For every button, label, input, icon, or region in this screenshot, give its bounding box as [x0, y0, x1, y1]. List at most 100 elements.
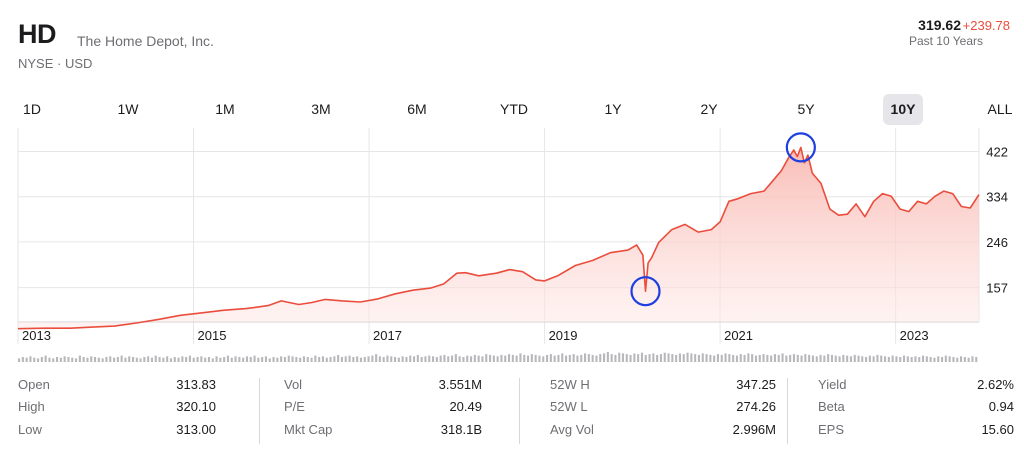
- volume-bar: [416, 354, 419, 362]
- volume-bar: [200, 356, 203, 362]
- tab-2y[interactable]: 2Y: [700, 101, 718, 117]
- volume-bar: [272, 357, 275, 362]
- volume-bar: [644, 354, 647, 362]
- volume-bar: [443, 354, 446, 362]
- volume-bar: [956, 357, 959, 362]
- volume-bar: [610, 354, 613, 362]
- volume-bar: [21, 357, 24, 362]
- volume-bar: [458, 356, 461, 362]
- volume-bar: [511, 354, 514, 362]
- tab-6m[interactable]: 6M: [407, 101, 427, 117]
- volume-bar: [375, 354, 378, 362]
- volume-bar: [188, 355, 191, 362]
- volume-bar: [314, 355, 317, 362]
- volume-bar: [830, 354, 833, 362]
- volume-bar: [86, 357, 89, 362]
- volume-bar: [766, 354, 769, 362]
- volume-bar: [371, 355, 374, 362]
- volume-bar: [496, 356, 499, 362]
- volume-bar: [576, 355, 579, 362]
- volume-bar: [720, 354, 723, 362]
- volume-bar: [944, 355, 947, 362]
- volume-bar: [565, 355, 568, 362]
- tab-5y[interactable]: 5Y: [797, 101, 815, 117]
- stat-pe: P/E 20.49: [284, 396, 482, 418]
- ticker-symbol: HD: [18, 19, 57, 49]
- volume-bar: [25, 357, 28, 362]
- stat-label: P/E: [284, 399, 305, 414]
- x-tick-label: 2023: [900, 328, 929, 343]
- x-axis: 2013 2015 2017 2019 2021 2023: [22, 328, 929, 343]
- x-tick-label: 2021: [724, 328, 753, 343]
- annotation-circle-crash-low: [630, 276, 661, 307]
- volume-bar: [743, 354, 746, 362]
- volume-bar: [716, 354, 719, 362]
- volume-bar: [492, 355, 495, 362]
- volume-bar: [268, 358, 271, 362]
- volume-bar: [861, 356, 864, 362]
- volume-bar: [747, 353, 750, 362]
- volume-bar: [287, 355, 290, 362]
- stat-label: Mkt Cap: [284, 422, 333, 437]
- stat-label: Open: [18, 377, 50, 392]
- volume-bar: [310, 357, 313, 362]
- stats-column-fundamentals: Yield 2.62% Beta 0.94 EPS 15.60: [818, 372, 1014, 448]
- volume-bar: [299, 357, 302, 362]
- y-tick-label: 422: [986, 145, 1008, 160]
- volume-bar: [925, 356, 928, 362]
- volume-bar: [173, 357, 176, 362]
- volume-bar: [470, 356, 473, 362]
- volume-bar: [325, 357, 328, 362]
- volume-bar: [834, 355, 837, 362]
- volume-bar: [397, 357, 400, 362]
- stat-low: Low 313.00: [18, 419, 216, 441]
- tab-ytd[interactable]: YTD: [500, 101, 528, 117]
- volume-bar: [705, 354, 708, 362]
- volume-bar: [435, 357, 438, 362]
- tab-1d[interactable]: 1D: [23, 101, 41, 117]
- stat-mkt-cap: Mkt Cap 318.1B: [284, 419, 482, 441]
- volume-bar: [587, 354, 590, 362]
- volume-bar: [530, 354, 533, 362]
- volume-bar: [230, 357, 233, 362]
- volume-bar: [800, 355, 803, 362]
- price-chart[interactable]: 422 334 246 157 2013 2015 2017 2019 2021 2023: [0, 128, 1024, 368]
- exchange-currency: NYSE · USD: [18, 56, 93, 71]
- volume-bar: [124, 357, 127, 362]
- volume-bar: [318, 357, 321, 362]
- volume-bar: [454, 354, 457, 362]
- volume-bar: [735, 355, 738, 362]
- tab-1y[interactable]: 1Y: [604, 101, 622, 117]
- stats-panel: Open 313.83 High 320.10 Low 313.00 Vol 3…: [0, 372, 1024, 448]
- volume-bar: [344, 356, 347, 362]
- volume-bar: [629, 354, 632, 362]
- tab-3m[interactable]: 3M: [311, 101, 331, 117]
- volume-bar: [466, 355, 469, 362]
- change-period: Past 10 Years: [908, 34, 983, 48]
- stats-column-range: 52W H 347.25 52W L 274.26 Avg Vol 2.996M: [550, 372, 776, 448]
- tab-all[interactable]: ALL: [987, 101, 1013, 117]
- volume-bar: [713, 355, 716, 362]
- volume-bar: [382, 357, 385, 362]
- tab-1m[interactable]: 1M: [215, 101, 235, 117]
- volume-bar: [515, 355, 518, 362]
- tab-1w[interactable]: 1W: [117, 101, 139, 117]
- volume-bar: [59, 357, 62, 362]
- stat-open: Open 313.83: [18, 374, 216, 396]
- stat-vol: Vol 3.551M: [284, 374, 482, 396]
- volume-bar: [804, 354, 807, 362]
- volume-bar: [67, 357, 70, 362]
- volume-bar: [401, 356, 404, 362]
- volume-bar: [603, 353, 606, 362]
- stat-value: 2.62%: [977, 377, 1014, 392]
- volume-bar: [914, 356, 917, 362]
- volume-bar: [929, 357, 932, 362]
- company-name: The Home Depot, Inc.: [77, 33, 214, 49]
- volume-bar: [204, 357, 207, 362]
- tab-10y[interactable]: 10Y: [883, 94, 923, 125]
- volume-bar: [504, 355, 507, 362]
- volume-bar: [261, 357, 264, 362]
- stat-value: 347.25: [736, 377, 776, 392]
- volume-bar: [557, 354, 560, 362]
- volume-bar: [359, 357, 362, 362]
